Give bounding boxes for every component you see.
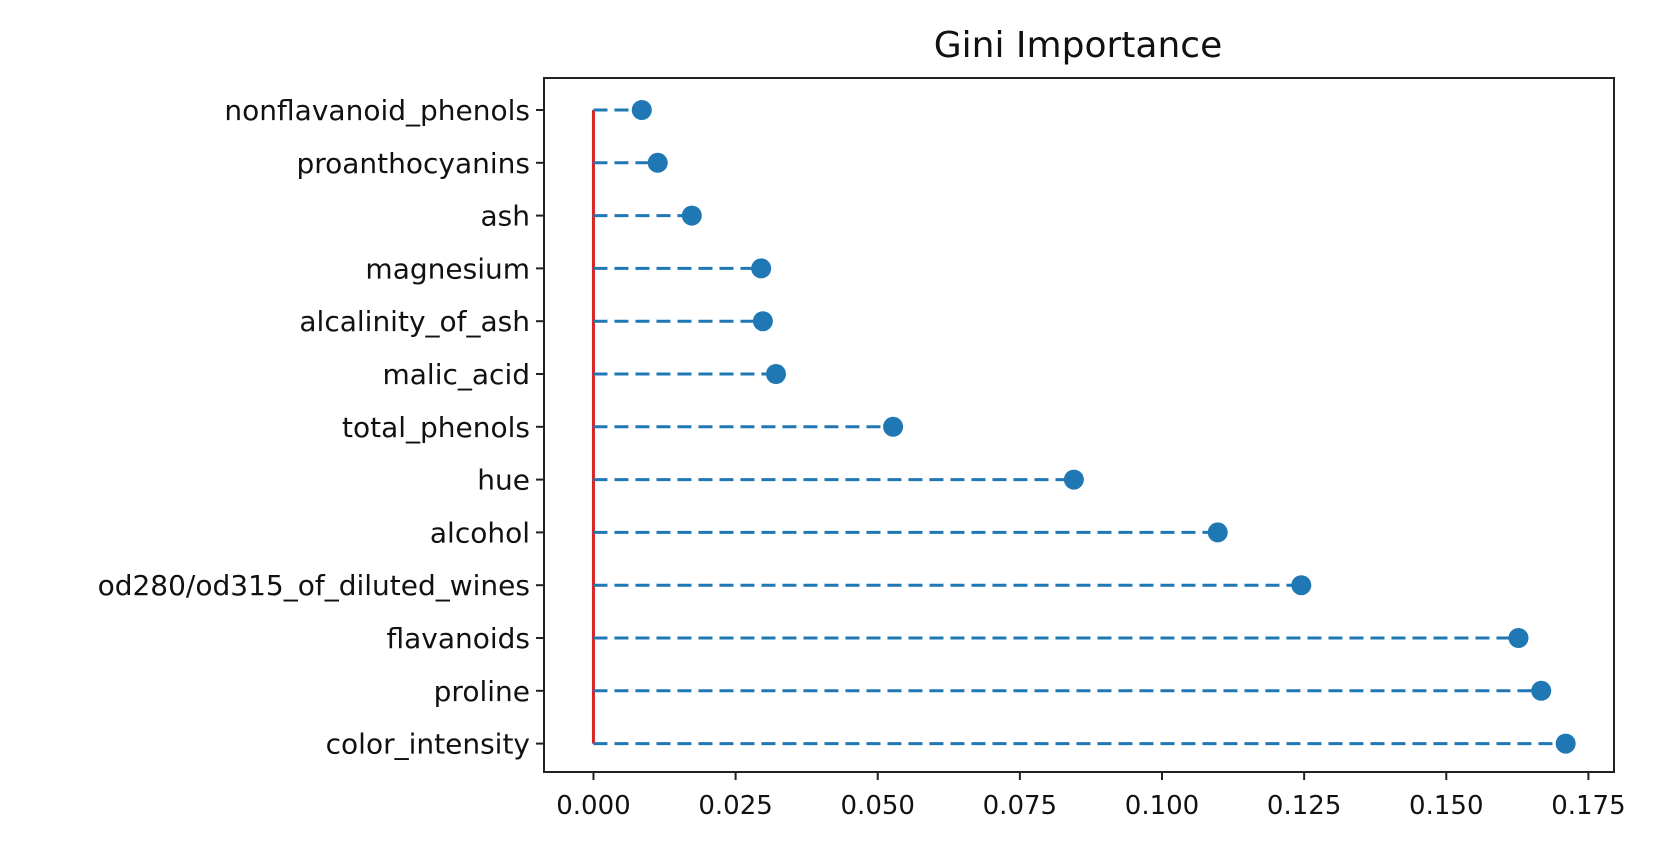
- y-tick-label-5: malic_acid: [383, 358, 531, 391]
- y-tick-label-12: color_intensity: [326, 728, 530, 761]
- x-axis: 0.000 0.025 0.050 0.075 0.100 0.125 0.150 0.175: [556, 772, 1626, 821]
- x-tick-label-5: 0.125: [1267, 791, 1341, 821]
- x-tick-label-2: 0.050: [841, 791, 915, 821]
- data-point-3: [751, 258, 772, 279]
- y-axis: nonflavanoid_phenols proanthocyanins ash ma…: [98, 94, 544, 761]
- x-tick-label-1: 0.025: [698, 791, 772, 821]
- y-tick-label-7: hue: [477, 464, 530, 497]
- y-tick-label-1: proanthocyanins: [296, 147, 530, 180]
- y-tick-label-3: magnesium: [365, 252, 530, 285]
- x-tick-label-6: 0.150: [1409, 791, 1483, 821]
- data-point-7: [1063, 469, 1084, 490]
- data-point-10: [1508, 628, 1529, 648]
- x-tick-label-0: 0.000: [556, 791, 630, 821]
- plot-marks: [591, 100, 1576, 754]
- data-point-8: [1207, 522, 1228, 543]
- y-tick-label-2: ash: [481, 200, 531, 233]
- y-tick-label-4: alcalinity_of_ash: [299, 305, 530, 338]
- plot-frame: [543, 77, 1615, 773]
- data-point-9: [1291, 575, 1312, 596]
- data-point-4: [752, 311, 773, 332]
- y-tick-label-11: proline: [434, 675, 530, 708]
- data-point-2: [681, 205, 702, 226]
- data-point-5: [765, 364, 786, 384]
- data-point-6: [883, 416, 904, 437]
- data-point-1: [647, 152, 668, 173]
- y-tick-label-9: od280/od315_of_diluted_wines: [98, 569, 530, 602]
- x-tick-label-7: 0.175: [1551, 791, 1625, 821]
- data-point-0: [631, 100, 652, 120]
- y-tick-label-8: alcohol: [430, 516, 530, 549]
- x-tick-label-4: 0.100: [1125, 791, 1199, 821]
- y-tick-label-6: total_phenols: [342, 411, 530, 444]
- x-tick-label-3: 0.075: [983, 791, 1057, 821]
- chart-title: Gini Importance: [934, 25, 1222, 66]
- y-tick-label-0: nonflavanoid_phenols: [224, 94, 530, 127]
- y-tick-label-10: flavanoids: [386, 622, 530, 655]
- data-point-11: [1531, 680, 1552, 701]
- data-point-12: [1555, 733, 1576, 754]
